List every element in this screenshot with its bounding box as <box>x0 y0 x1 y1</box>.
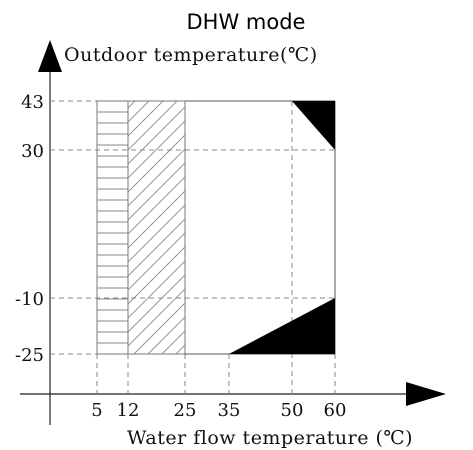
x-tick-label: 25 <box>174 400 197 421</box>
x-tick-label: 35 <box>218 400 241 421</box>
diagonal-hatch-line <box>128 232 185 291</box>
diagonal-hatch-line <box>128 204 185 263</box>
diagonal-hatch-line <box>128 162 185 221</box>
horizontal-hatch-lines <box>97 111 128 344</box>
x-axis-label: Water flow temperature (℃) <box>127 427 413 449</box>
diagonal-hatch-line <box>0 94 128 354</box>
x-tick-label: 60 <box>324 400 347 421</box>
diagonal-hatch-line <box>128 190 185 249</box>
horizontal-hatched-region <box>96 100 129 355</box>
y-axis-arrow-icon <box>38 40 62 72</box>
diagonal-hatch-line <box>128 288 185 347</box>
diagonal-hatch-line <box>128 260 185 319</box>
diagonal-hatch-line <box>128 134 185 193</box>
black-upper-triangle <box>292 101 335 150</box>
diagonal-hatch-line <box>128 106 185 165</box>
y-axis-label: Outdoor temperature(℃) <box>64 44 318 66</box>
diagonal-hatched-border <box>127 100 186 355</box>
x-axis-arrow-icon <box>406 382 446 406</box>
diagonal-hatch-line <box>147 316 185 354</box>
diagonal-hatch-line <box>128 176 185 235</box>
y-tick-label: -25 <box>15 345 44 366</box>
black-lower-triangle <box>229 298 335 354</box>
y-tick-label: -10 <box>15 289 44 310</box>
diagonal-hatch-line <box>128 101 150 123</box>
diagram-title: DHW mode <box>187 10 306 34</box>
diagonal-hatch-line <box>128 246 185 305</box>
x-tick-label: 50 <box>281 400 304 421</box>
y-tick-label: 30 <box>21 141 44 162</box>
y-tick-label: 43 <box>21 92 44 113</box>
horizontal-hatched-border <box>96 100 129 355</box>
diagonal-hatch-line <box>128 101 178 151</box>
x-tick-label: 12 <box>117 400 140 421</box>
diagonal-hatch-line <box>128 274 185 333</box>
diagonal-hatch-lines <box>0 94 185 354</box>
diagonal-hatch-line <box>128 148 185 207</box>
x-tick-label: 5 <box>91 400 102 421</box>
diagonal-hatch-line <box>128 120 185 179</box>
diagonal-hatch-line <box>133 302 185 354</box>
diagonal-hatched-region <box>0 94 186 355</box>
diagonal-hatch-line <box>128 218 185 277</box>
diagonal-hatch-line <box>128 101 136 109</box>
